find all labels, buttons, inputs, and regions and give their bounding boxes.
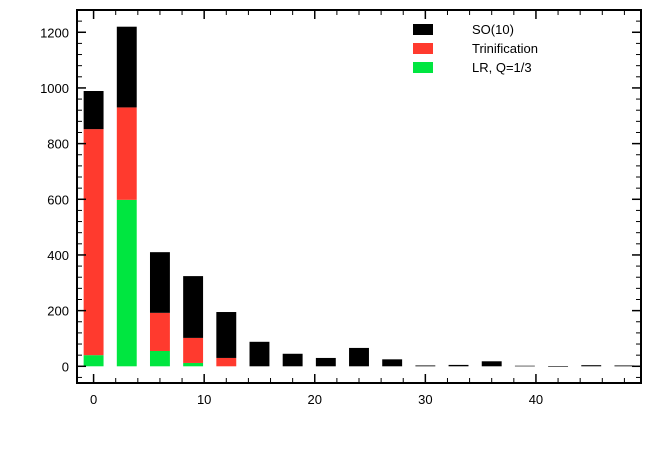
bar-so-10-x39 xyxy=(514,365,535,367)
y-tick-label: 1200 xyxy=(40,25,69,40)
legend: SO(10) Trinification LR, Q=1/3 xyxy=(413,22,538,75)
legend-swatch xyxy=(413,24,433,35)
bar-trinification-x0 xyxy=(83,129,104,356)
bar-so-10-x0 xyxy=(83,91,104,130)
bar-so-10-x9 xyxy=(183,276,204,338)
x-tick-label: 10 xyxy=(197,392,211,407)
y-tick-label: 400 xyxy=(47,248,69,263)
y-tick-label: 200 xyxy=(47,304,69,319)
bar-so-10-x18 xyxy=(282,353,303,367)
bar-so-10-x30 xyxy=(415,365,436,367)
bar-so-10-x24 xyxy=(349,347,369,367)
bar-so-10-x36 xyxy=(481,361,502,367)
y-tick-label: 600 xyxy=(47,192,69,207)
legend-swatch xyxy=(413,43,433,54)
bar-so-10-x42 xyxy=(548,366,569,367)
bar-trinification-x9 xyxy=(183,337,204,363)
x-tick-label: 20 xyxy=(308,392,322,407)
bars-layer xyxy=(83,26,635,367)
y-tick-label: 1000 xyxy=(40,81,69,96)
y-tick-label: 0 xyxy=(62,359,69,374)
bar-trinification-x6 xyxy=(149,312,170,351)
bar-so-10-x48 xyxy=(614,365,635,367)
y-tick-label: 800 xyxy=(47,137,69,152)
bar-so-10-x6 xyxy=(149,252,170,313)
bar-so-10-x12 xyxy=(216,312,237,358)
bar-lr-q-1-3-x9 xyxy=(183,362,204,367)
bar-lr-q-1-3-x0 xyxy=(83,355,104,367)
x-axis-ticks: 0 10 20 30 40 xyxy=(90,10,625,407)
bar-so-10-x27 xyxy=(382,359,403,367)
bar-so-10-x15 xyxy=(249,341,270,367)
legend-label: LR, Q=1/3 xyxy=(472,60,532,75)
x-tick-label: 0 xyxy=(90,392,97,407)
legend-swatch xyxy=(413,62,433,73)
y-axis-ticks: 0 200 400 600 800 1000 1200 xyxy=(40,20,641,378)
bar-lr-q-1-3-x3 xyxy=(116,199,137,367)
x-tick-label: 30 xyxy=(418,392,432,407)
bar-trinification-x3 xyxy=(116,107,137,200)
bar-lr-q-1-3-x6 xyxy=(149,350,170,367)
bar-so-10-x33 xyxy=(448,364,469,367)
bar-so-10-x3 xyxy=(116,26,137,108)
x-tick-label: 40 xyxy=(529,392,543,407)
bar-so-10-x21 xyxy=(315,357,336,367)
legend-label: Trinification xyxy=(472,41,538,56)
bar-so-10-x45 xyxy=(581,365,602,367)
bar-trinification-x12 xyxy=(216,357,237,367)
legend-label: SO(10) xyxy=(472,22,514,37)
